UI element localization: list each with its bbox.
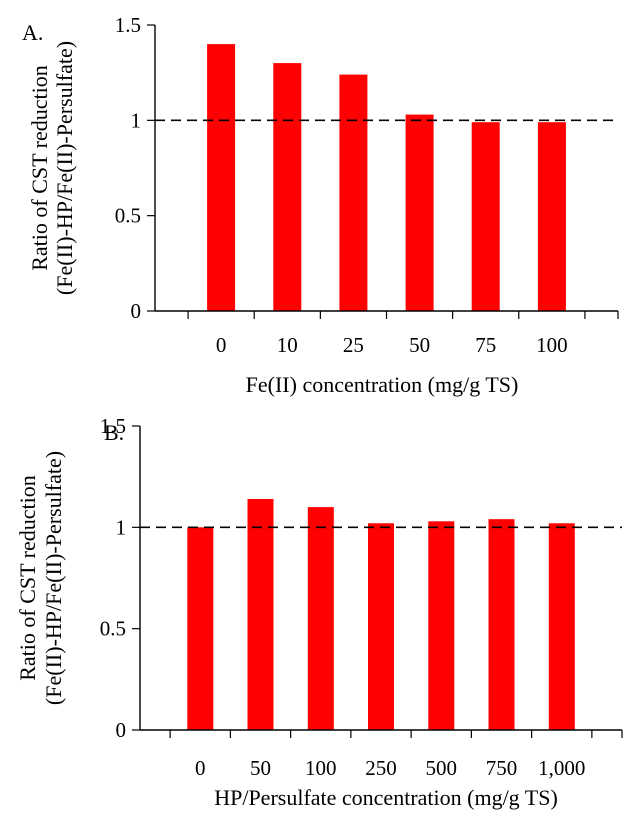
y-tick-label: 0 [116,718,127,742]
bar-100 [307,507,334,730]
bar-10 [273,63,302,311]
bar-50 [405,114,434,311]
y-tick-label: 0.5 [115,204,141,228]
x-tick-label: 50 [409,333,430,357]
y-tick-label: 1.5 [100,414,126,438]
x-tick-label: 1,000 [538,756,585,780]
panel-b: B. Ratio of CST reduction (Fe(II)-HP/Fe(… [15,414,623,810]
x-tick-label: 25 [343,333,364,357]
y-tick-label: 0 [131,299,142,323]
y-axis-title-line-2: (Fe(II)-HP/Fe(II)-Persulfate) [52,41,77,295]
y-axis-title-line-1: Ratio of CST reduction [27,65,52,271]
bar-250 [368,523,394,730]
x-tick-label: 100 [536,333,568,357]
y-axis-title-line-1: Ratio of CST reduction [15,475,40,681]
x-tick-label: 10 [277,333,298,357]
x-tick-label: 750 [486,756,518,780]
bar-500 [428,521,455,730]
x-tick-label: 500 [426,756,458,780]
y-tick-label: 1 [131,108,142,132]
x-tick-label: 0 [195,756,206,780]
bar-0 [207,44,236,311]
x-tick-label: 100 [305,756,337,780]
y-axis-title: Ratio of CST reduction (Fe(II)-HP/Fe(II)… [15,451,66,705]
x-axis-title: Fe(II) concentration (mg/g TS) [246,372,519,397]
x-tick-label: 250 [365,756,397,780]
y-tick-label: 1.5 [115,13,141,37]
bar-750 [488,519,515,730]
y-tick-label: 1 [116,515,127,539]
x-tick-label: 75 [475,333,496,357]
y-axis-title: Ratio of CST reduction (Fe(II)-HP/Fe(II)… [27,41,77,295]
bar-1000 [548,523,575,730]
y-axis-title-line-2: (Fe(II)-HP/Fe(II)-Persulfate) [41,451,66,705]
bar-75 [471,122,500,311]
bar-100 [537,122,566,311]
panel-label: B. [104,420,124,445]
panel-a: A. Ratio of CST reduction (Fe(II)-HP/Fe(… [22,13,619,397]
x-tick-label: 0 [216,333,227,357]
panel-label: A. [22,20,43,45]
bar-25 [339,74,368,311]
x-tick-label: 50 [250,756,271,780]
bar-0 [187,527,214,730]
bar-50 [247,499,274,730]
y-tick-label: 0.5 [100,617,126,641]
x-axis-title: HP/Persulfate concentration (mg/g TS) [214,785,558,810]
